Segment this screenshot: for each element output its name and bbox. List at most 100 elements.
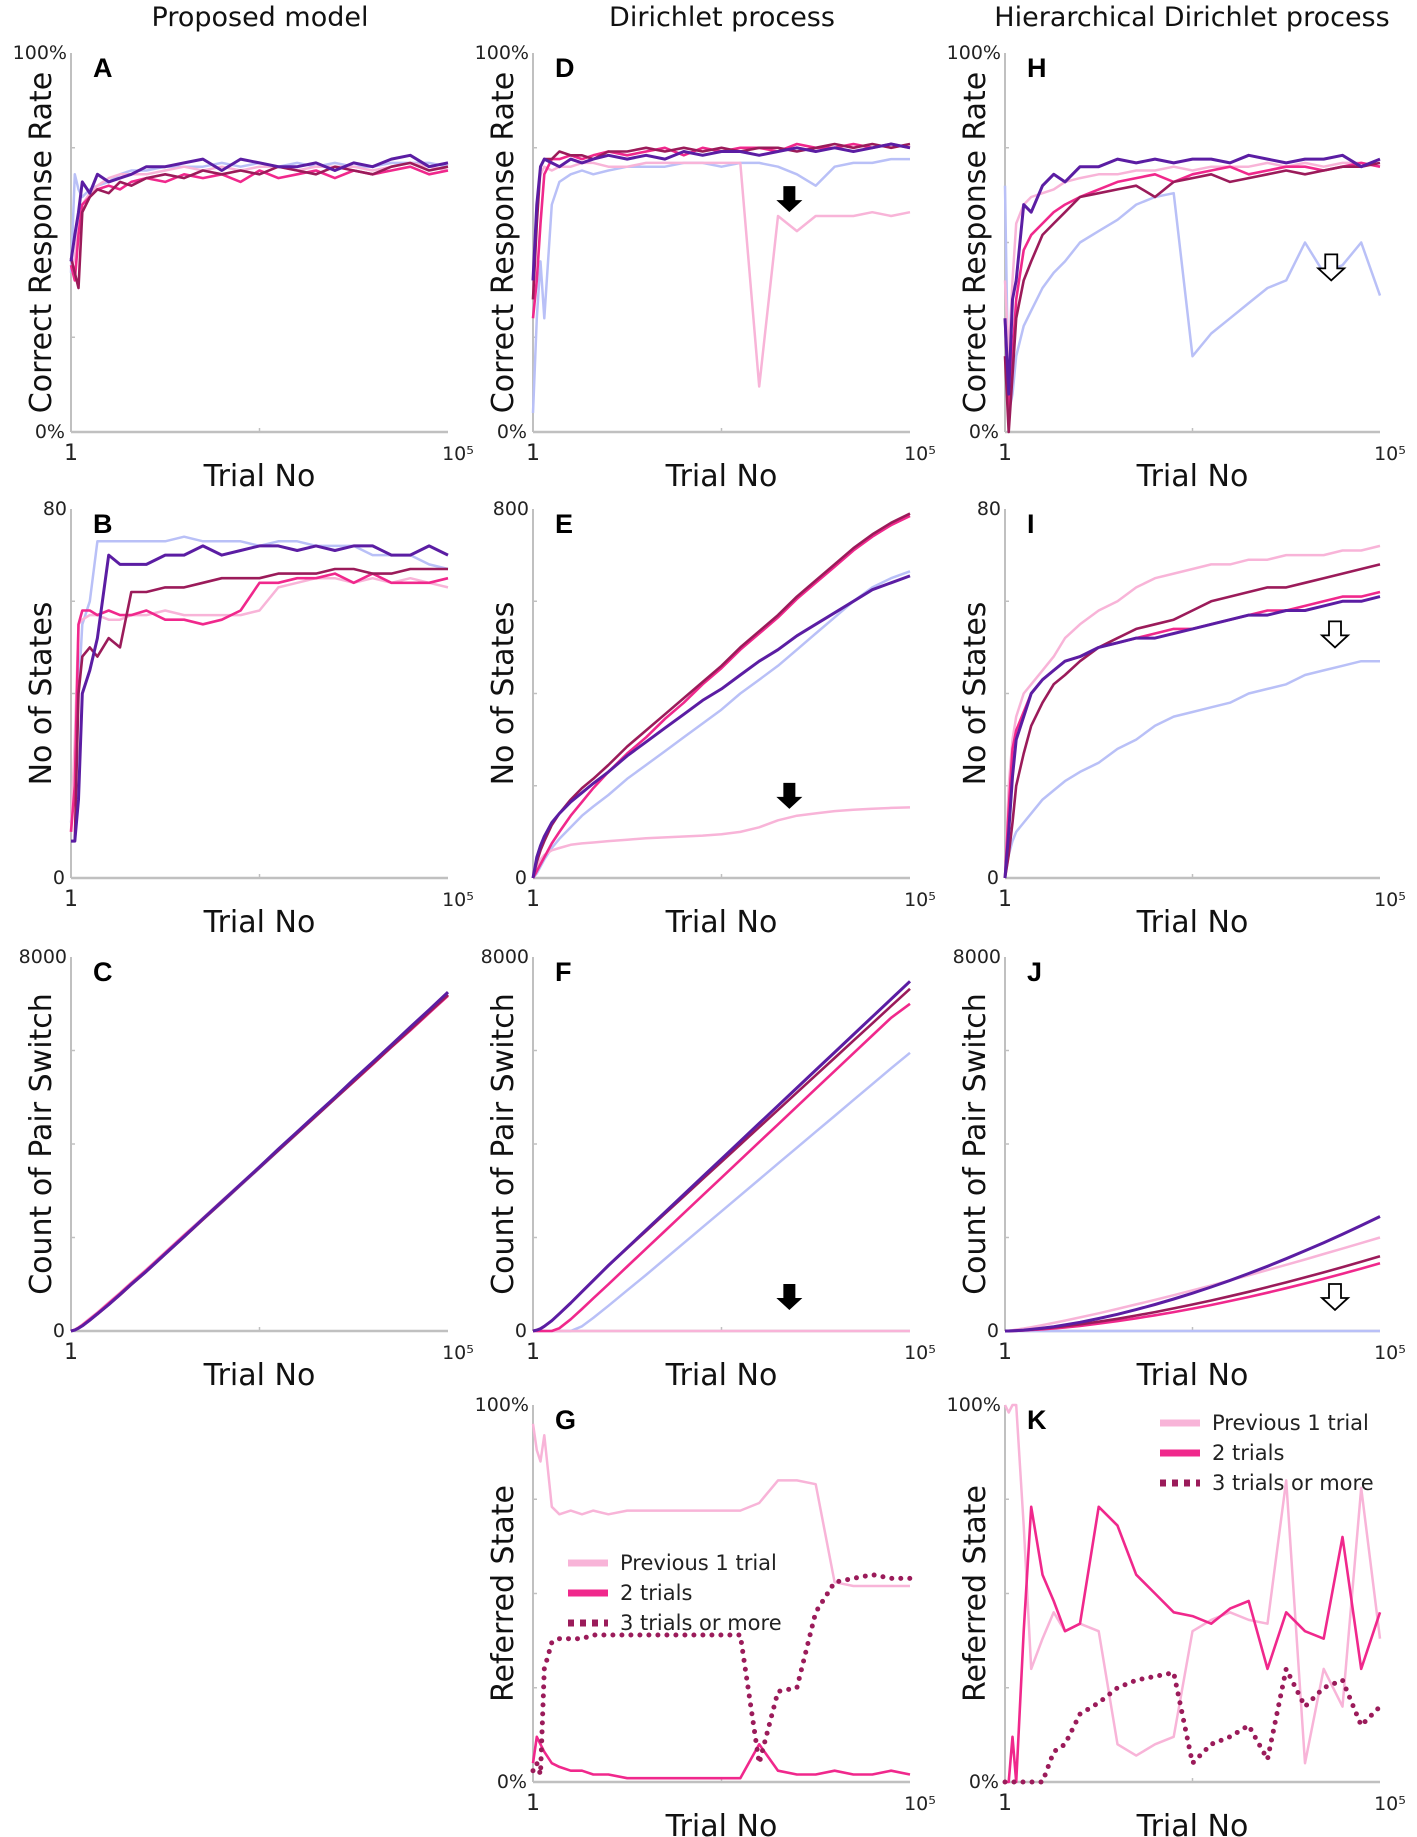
series-line-purple <box>1005 1215 1381 1333</box>
y-tick-label-min: 0% <box>969 421 999 443</box>
x-tick-label-min: 1 <box>526 887 540 912</box>
y-axis-label: Referred State <box>486 1485 521 1702</box>
series-line-light-pink <box>69 576 449 832</box>
panel-letter: C <box>93 957 113 987</box>
series-line-light-pink <box>531 161 911 388</box>
panel-h: 0% 100% 1 10⁵ Trial No Correct Response Rate H <box>947 42 1406 494</box>
y-axis-label: Correct Response Rate <box>958 72 993 413</box>
x-axis-label: Trial No <box>203 1358 316 1393</box>
series-line-dark-red <box>69 161 449 290</box>
y-axis-label: Count of Pair Switch <box>958 993 993 1295</box>
series-line-light-pink <box>69 161 449 270</box>
series-line-light-pink <box>1003 544 1381 879</box>
legend-label: Previous 1 trial <box>1212 1411 1369 1435</box>
legend-label: Previous 1 trial <box>620 1551 777 1575</box>
series-line-purple <box>531 142 911 281</box>
x-axis-label: Trial No <box>1136 905 1249 940</box>
series-line-purple <box>69 153 449 262</box>
legend-label: 2 trials <box>620 1581 692 1605</box>
series-line-purple <box>1003 595 1381 879</box>
panel-letter: B <box>93 509 113 539</box>
y-tick-label-max: 800 <box>493 498 529 520</box>
series-line-pink <box>69 572 449 833</box>
y-tick-label-max: 100% <box>947 42 1001 64</box>
x-axis-label: Trial No <box>665 1358 778 1393</box>
series-line-dark-red <box>1003 161 1381 434</box>
panel-letter: H <box>1027 53 1047 83</box>
down-arrow-icon <box>776 186 803 213</box>
x-tick-label-max: 10⁵ <box>1374 443 1406 465</box>
y-axis-label: No of States <box>486 602 521 786</box>
y-tick-label-min: 0 <box>515 1320 527 1342</box>
x-tick-label-max: 10⁵ <box>904 1793 936 1815</box>
x-tick-label-min: 1 <box>526 1340 540 1365</box>
series-line-purple <box>1003 153 1381 396</box>
panel-d: 0% 100% 1 10⁵ Trial No Correct Response Rate D <box>475 42 936 494</box>
y-tick-label-max: 8000 <box>481 946 529 968</box>
series-line-light-pink <box>1003 161 1381 358</box>
hollow-down-arrow-icon <box>1319 1283 1351 1312</box>
x-tick-label-max: 10⁵ <box>1374 1793 1406 1815</box>
x-tick-label-max: 10⁵ <box>442 1342 474 1364</box>
column-title-proposed-model: Proposed model <box>151 2 369 33</box>
x-tick-label-max: 10⁵ <box>904 443 936 465</box>
column-title-hierarchical-dirichlet-process: Hierarchical Dirichlet process <box>994 2 1390 33</box>
x-tick-label-min: 1 <box>998 1340 1012 1365</box>
column-title-dirichlet-process: Dirichlet process <box>609 2 835 33</box>
x-tick-label-max: 10⁵ <box>904 1342 936 1364</box>
y-axis-label: Count of Pair Switch <box>24 993 59 1295</box>
series-line-purple <box>70 991 450 1333</box>
series-line-light-blue <box>531 157 910 414</box>
panel-g: 0% 100% 1 10⁵ Trial No Referred State G Previou… <box>475 1394 936 1837</box>
series-line-light-blue <box>532 570 911 879</box>
series-line-purple <box>532 980 912 1333</box>
x-tick-label-min: 1 <box>526 441 540 466</box>
legend-label: 3 trials or more <box>620 1611 782 1635</box>
x-axis-label: Trial No <box>203 459 316 494</box>
panel-j: 0 8000 1 10⁵ Trial No Count of Pair Switch J <box>953 946 1406 1393</box>
series-line-light-pink <box>531 806 911 879</box>
x-tick-label-max: 10⁵ <box>904 889 936 911</box>
y-tick-label-max: 80 <box>43 498 67 520</box>
x-axis-label: Trial No <box>1136 459 1249 494</box>
hollow-down-arrow-icon <box>1319 620 1351 649</box>
series-line-light-pink <box>1004 1236 1381 1333</box>
y-tick-label-max: 80 <box>977 498 1001 520</box>
y-tick-label-min: 0 <box>515 867 527 889</box>
y-axis-label: Correct Response Rate <box>24 72 59 413</box>
x-tick-label-max: 10⁵ <box>1374 889 1406 911</box>
series-line-light-blue <box>1003 659 1380 879</box>
y-tick-label-min: 0 <box>53 867 65 889</box>
panel-i: 0 80 1 10⁵ Trial No No of States I <box>958 498 1406 940</box>
x-tick-label-min: 1 <box>64 887 78 912</box>
panel-c: 0 8000 1 10⁵ Trial No Count of Pair Switch C <box>19 946 474 1393</box>
y-tick-label-max: 100% <box>475 42 529 64</box>
series-line-light-blue <box>533 1051 911 1333</box>
panel-f: 0 8000 1 10⁵ Trial No Count of Pair Switch F <box>481 946 936 1393</box>
series-line-pink <box>531 1735 911 1780</box>
series-line-pink <box>533 1002 911 1333</box>
panel-letter: G <box>555 1405 576 1435</box>
x-tick-label-max: 10⁵ <box>1374 1342 1406 1364</box>
down-arrow-icon <box>776 782 803 809</box>
y-tick-label-min: 0% <box>35 421 65 443</box>
x-axis-label: Trial No <box>665 1809 778 1837</box>
series-line-pink <box>531 514 911 879</box>
series-line-light-pink <box>531 1423 910 1588</box>
x-tick-label-min: 1 <box>998 441 1012 466</box>
y-tick-label-max: 100% <box>947 1394 1001 1416</box>
y-axis-label: Referred State <box>958 1485 993 1702</box>
x-tick-label-max: 10⁵ <box>442 443 474 465</box>
x-tick-label-min: 1 <box>998 887 1012 912</box>
y-tick-label-max: 100% <box>475 1394 529 1416</box>
series-line-light-blue <box>69 161 449 273</box>
series-line-pink <box>1005 1505 1382 1784</box>
series-line-light-pink <box>1003 1403 1382 1765</box>
series-line-dark-red <box>531 512 911 879</box>
series-line-dark-red <box>530 1572 913 1777</box>
x-axis-label: Trial No <box>1136 1358 1249 1393</box>
panel-letter: J <box>1027 957 1042 987</box>
series-line-light-blue <box>1003 185 1382 415</box>
series-line-dark-red <box>71 567 448 843</box>
